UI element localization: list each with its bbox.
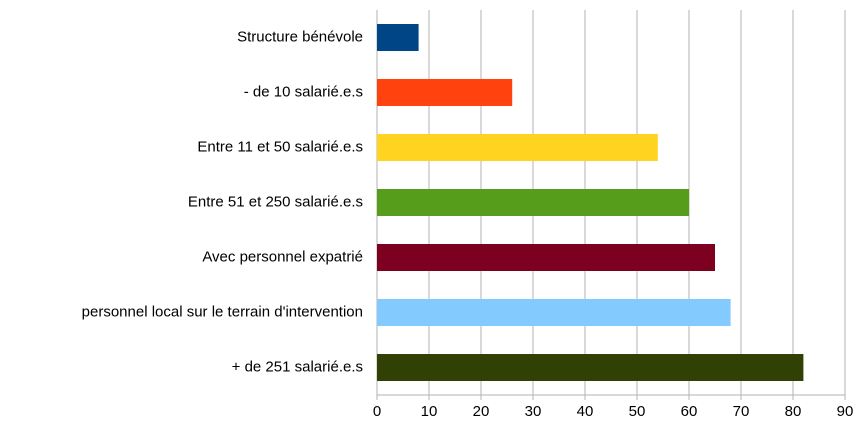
bar: [377, 189, 689, 216]
x-tick-label: 70: [733, 403, 750, 420]
x-tick-label: 90: [837, 403, 854, 420]
x-tick-label: 80: [785, 403, 802, 420]
y-tick-label: Avec personnel expatrié: [202, 248, 363, 265]
bar: [377, 24, 419, 51]
y-tick-label: Entre 11 et 50 salarié.e.s: [197, 138, 363, 155]
bar: [377, 244, 715, 271]
y-tick-label: personnel local sur le terrain d'interve…: [82, 303, 363, 320]
x-tick-label: 40: [577, 403, 594, 420]
x-tick-label: 10: [421, 403, 438, 420]
y-tick-label: + de 251 salarié.e.s: [232, 358, 363, 375]
x-tick-label: 50: [629, 403, 646, 420]
bar: [377, 299, 731, 326]
bar: [377, 79, 513, 106]
bar: [377, 354, 804, 381]
x-tick-label: 30: [525, 403, 542, 420]
y-tick-label: Structure bénévole: [237, 28, 363, 45]
bar: [377, 134, 658, 161]
x-tick-label: 60: [681, 403, 698, 420]
x-tick-label: 20: [473, 403, 490, 420]
y-tick-label: Entre 51 et 250 salarié.e.s: [188, 193, 363, 210]
x-tick-label: 0: [373, 403, 381, 420]
y-tick-label: - de 10 salarié.e.s: [244, 83, 363, 100]
